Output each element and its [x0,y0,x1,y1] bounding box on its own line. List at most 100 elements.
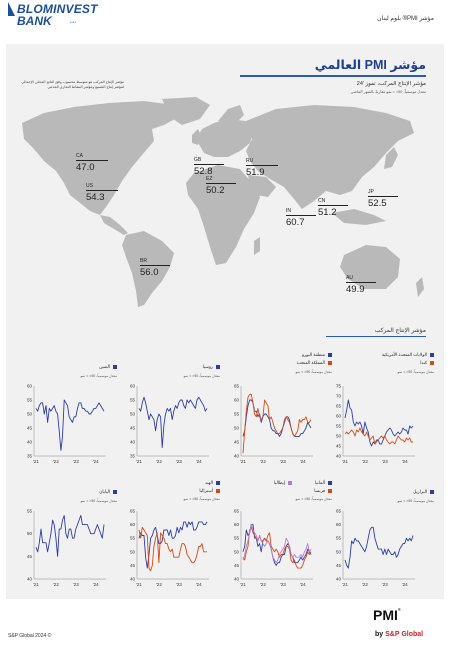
country-value: 50.2 [206,185,225,196]
y-tick-label: 55 [130,536,136,541]
x-tick-label: '21 [342,459,348,464]
map-label-au: AU 49.9 [346,275,376,295]
y-tick-label: 45 [130,563,136,568]
chart-svg: 40 45 50 55 60 65 '21 '22 '23 '24 [336,509,415,587]
y-tick-label: 50 [234,426,240,431]
chart-japan: اليابان معدل موسمياً، 50< = نمو 40 45 50 55… [20,475,125,593]
y-tick-label: 55 [336,536,342,541]
legend-item-russia: روسيا [203,364,220,370]
unit-label: معدل موسمياً، 50< = نمو [183,497,220,501]
y-tick-label: 35 [130,454,136,459]
logo-text-sal: s.a.l. [70,20,77,24]
series-line [138,521,208,569]
x-tick-label: '24 [402,582,408,587]
uk [192,129,202,145]
series-line [344,427,413,445]
series-line [344,399,414,447]
label-rule [246,165,278,166]
x-tick-label: '23 [280,582,286,587]
y-tick-label: 60 [336,522,342,527]
legend-label: ألمانيا [314,480,325,485]
country-value: 52.8 [194,166,213,177]
country-value: 52.5 [368,198,387,209]
logo-text-line2: BANK [17,14,52,28]
x-tick-label: '21 [136,582,142,587]
legend-label: إيطاليا [273,480,285,485]
unit-label: معدل موسمياً، 50< = نمو [80,374,117,378]
legend-label: البرازيل [413,489,427,494]
y-tick-label: 50 [336,434,342,439]
label-rule [346,282,376,283]
label-rule [318,205,348,206]
unit-label: معدل موسمياً، 50< = نمو [397,499,434,503]
series-line [344,526,414,569]
legend-label: أستراليا [199,488,213,493]
y-tick-label: 50 [130,549,136,554]
chart-brazil: البرازيل معدل موسمياً، 50< = نمو 40 45 50 5… [329,475,434,593]
x-tick-label: '23 [73,582,79,587]
country-value: 51.2 [318,207,337,218]
legend-item-eurozone: منطقة اليورو [302,352,332,358]
europe [196,119,254,157]
country-code: CN [318,198,326,204]
y-tick-label: 60 [336,414,342,419]
map-label-ru: RU 51.9 [246,158,278,178]
y-tick-label: 40 [27,440,33,445]
chart-svg: 40 45 50 55 60 65 '21 '22 '23 '24 [234,509,313,587]
legend-item-france: فرنسا [314,488,332,494]
x-tick-label: '21 [240,582,246,587]
legend-swatch-blue [113,489,117,494]
unit-label: معدل موسمياً، 50< = نمو [295,497,332,501]
series-line [35,399,105,451]
asia [246,105,414,209]
legend-label: فرنسا [314,488,325,493]
legend-label: روسيا [202,364,213,369]
series-line [35,515,105,557]
sp-global-logo: by S&P Global [375,631,424,638]
chart-svg: 35 40 45 50 55 60 '21 '22 '23 '24 [27,384,106,464]
chart-india-australia: الهند أستراليا معدل موسمياً، 50< = نمو 4… [123,475,228,593]
y-tick-label: 55 [130,398,136,403]
y-tick-label: 50 [130,412,136,417]
logo-mark-icon [8,2,15,16]
legend-item-australia: أستراليا [199,488,220,494]
y-tick-label: 60 [234,398,240,403]
madagascar [254,237,260,255]
y-tick-label: 45 [27,426,33,431]
map-land [22,97,424,307]
label-rule [140,265,170,266]
legend-item-us: الولايات المتحدة الأمريكية [382,352,434,358]
chart-svg: 35 40 45 50 55 60 '21 '22 '23 '24 [130,384,209,464]
copyright: S&P Global 2024 © [8,633,52,639]
chart-eurozone-uk: منطقة اليورو المملكة المتحدة معدل موسميا… [227,350,332,470]
y-tick-label: 55 [336,424,342,429]
map-label-ca: CA 47.0 [76,153,108,173]
y-tick-label: 60 [130,384,136,389]
y-tick-label: 50 [234,549,240,554]
label-rule [206,183,236,184]
y-tick-label: 45 [130,426,136,431]
map-label-jp: JP 52.5 [368,189,398,209]
y-tick-label: 40 [27,577,33,582]
legend-label: اليابان [99,489,110,494]
x-tick-label: '22 [260,459,266,464]
legend-item-italy: إيطاليا [274,480,292,486]
country-code: IN [286,208,291,214]
country-value: 56.0 [140,267,159,278]
x-tick-label: '22 [260,582,266,587]
y-tick-label: 40 [336,454,342,459]
y-tick-label: 60 [27,384,33,389]
map-label-in: IN 60.7 [286,208,316,228]
chart-russia: روسيا معدل موسمياً، 50< = نمو 35 40 45 50 55… [123,350,228,470]
series-line [242,393,312,454]
series-line [138,396,208,449]
x-tick-label: '22 [156,459,162,464]
y-tick-label: 45 [336,563,342,568]
country-code: JP [368,189,374,195]
y-tick-label: 55 [27,398,33,403]
series-line [138,526,207,572]
report-title: مؤشر PMI العالمي [314,58,426,72]
section-underline [326,336,426,337]
chart-svg: 40 45 50 55 60 65 '21 '22 '23 '24 [234,384,313,464]
y-tick-label: 45 [234,440,240,445]
